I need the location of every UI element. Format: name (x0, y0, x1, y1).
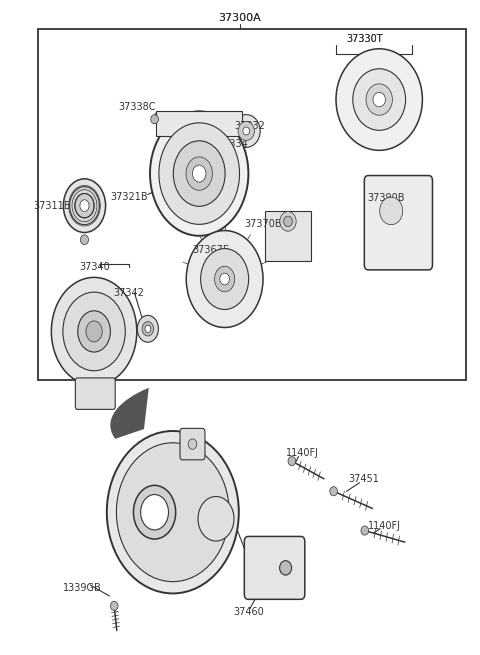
Ellipse shape (284, 216, 292, 227)
Ellipse shape (279, 561, 291, 575)
Ellipse shape (137, 315, 158, 342)
Ellipse shape (107, 431, 239, 593)
Ellipse shape (192, 165, 206, 182)
Ellipse shape (186, 231, 263, 328)
Ellipse shape (173, 141, 225, 206)
Ellipse shape (75, 194, 94, 217)
Ellipse shape (63, 179, 106, 233)
Text: 1339GB: 1339GB (63, 582, 102, 593)
Ellipse shape (159, 123, 240, 224)
Ellipse shape (70, 187, 99, 225)
Ellipse shape (361, 526, 369, 535)
Ellipse shape (116, 443, 229, 582)
Ellipse shape (141, 495, 168, 530)
Ellipse shape (220, 273, 229, 285)
FancyBboxPatch shape (265, 211, 311, 261)
Ellipse shape (86, 321, 102, 342)
FancyBboxPatch shape (244, 536, 305, 599)
Text: 37330T: 37330T (347, 34, 383, 45)
FancyBboxPatch shape (156, 111, 242, 136)
Ellipse shape (198, 496, 234, 541)
Ellipse shape (186, 157, 212, 190)
Ellipse shape (150, 111, 249, 236)
Ellipse shape (151, 115, 158, 124)
Text: 37334: 37334 (217, 139, 248, 149)
Text: 37342: 37342 (113, 288, 144, 298)
PathPatch shape (110, 388, 149, 439)
Ellipse shape (142, 322, 154, 336)
Text: 37300A: 37300A (218, 13, 262, 24)
Text: 37451: 37451 (348, 474, 379, 485)
Text: 37330T: 37330T (347, 34, 383, 45)
Ellipse shape (288, 457, 296, 466)
FancyBboxPatch shape (364, 176, 432, 270)
Ellipse shape (188, 439, 197, 449)
Text: 37332: 37332 (234, 121, 265, 131)
Ellipse shape (215, 267, 235, 292)
Text: 1140FJ: 1140FJ (368, 521, 400, 531)
Ellipse shape (380, 197, 403, 225)
Text: 37340: 37340 (80, 262, 110, 272)
Ellipse shape (51, 278, 137, 385)
Text: 1140FJ: 1140FJ (286, 448, 319, 458)
Ellipse shape (353, 69, 406, 130)
Ellipse shape (243, 127, 250, 135)
Ellipse shape (232, 115, 260, 147)
Ellipse shape (366, 84, 393, 115)
Ellipse shape (280, 212, 296, 231)
Ellipse shape (201, 249, 249, 310)
Text: 37321B: 37321B (111, 191, 148, 202)
Ellipse shape (78, 311, 110, 352)
FancyBboxPatch shape (180, 428, 205, 460)
Ellipse shape (110, 601, 118, 610)
Text: 37338C: 37338C (118, 102, 156, 113)
Ellipse shape (238, 122, 254, 140)
Ellipse shape (63, 292, 125, 371)
Text: 37300A: 37300A (218, 13, 262, 24)
Text: 37460: 37460 (233, 607, 264, 618)
Ellipse shape (133, 485, 176, 539)
Ellipse shape (80, 235, 88, 245)
FancyBboxPatch shape (38, 29, 466, 380)
Ellipse shape (336, 49, 422, 151)
FancyBboxPatch shape (75, 378, 115, 409)
Text: 37367E: 37367E (192, 245, 230, 255)
Text: 37390B: 37390B (368, 193, 405, 203)
Ellipse shape (145, 325, 151, 333)
Ellipse shape (373, 92, 385, 107)
Text: 37370B: 37370B (244, 219, 282, 229)
Ellipse shape (330, 487, 337, 496)
Ellipse shape (80, 200, 89, 212)
Text: 37311E: 37311E (34, 201, 70, 212)
